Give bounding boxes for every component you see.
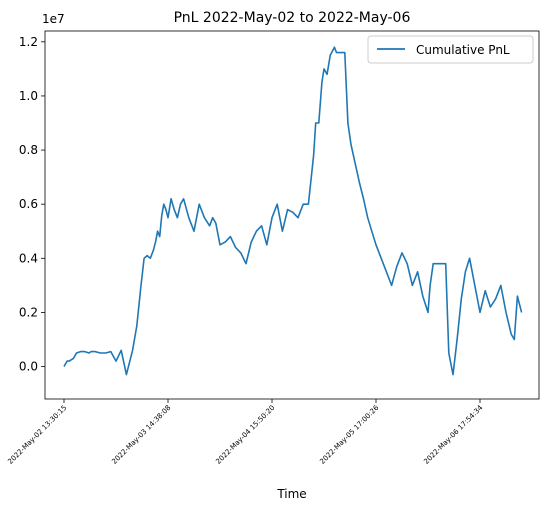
cumulative-pnl-line xyxy=(63,46,523,376)
legend: Cumulative PnL xyxy=(367,35,534,64)
y-tick-label: 0.4 xyxy=(19,251,38,265)
x-axis-label: Time xyxy=(276,487,306,501)
y-axis-ticks: 0.0 0.2 0.4 0.6 0.8 1.0 1.2 xyxy=(19,35,45,374)
y-tick-label: 1.0 xyxy=(19,89,38,103)
y-tick-label: 0.8 xyxy=(19,143,38,157)
legend-label: Cumulative PnL xyxy=(416,43,510,57)
chart-title: PnL 2022-May-02 to 2022-May-06 xyxy=(174,10,411,26)
y-tick-label: 0.6 xyxy=(19,197,38,211)
legend-box xyxy=(367,35,534,64)
y-offset-label: 1e7 xyxy=(42,12,65,26)
y-tick-label: 1.2 xyxy=(19,35,38,49)
y-tick-label: 0.0 xyxy=(19,360,38,374)
plot-frame xyxy=(44,30,540,400)
y-tick-label: 0.2 xyxy=(19,305,38,319)
